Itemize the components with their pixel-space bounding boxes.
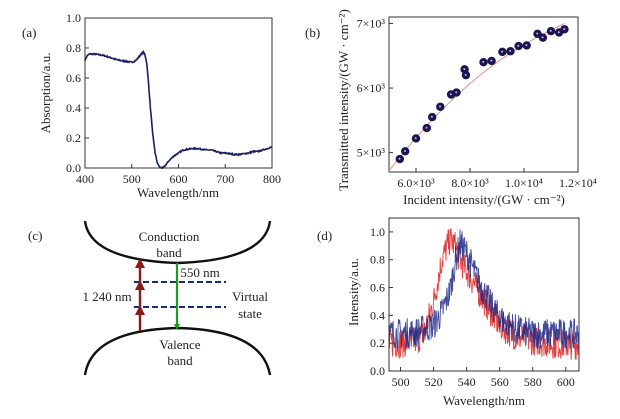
panel-a-xtick-label: 400 bbox=[76, 172, 94, 186]
panel-a-ytick-label: 0.4 bbox=[66, 101, 81, 115]
panel-d-ytick-label: 0.0 bbox=[370, 364, 385, 378]
data-point-highlight bbox=[455, 91, 458, 94]
panel-b-xlabel: Incident intensity/(GW · cm⁻²) bbox=[403, 192, 565, 207]
spectrum-blue-curve bbox=[388, 229, 580, 350]
panel-b-xtick-label: 8.0×10³ bbox=[451, 176, 489, 190]
panel-b-frame bbox=[388, 16, 579, 173]
conduction-band-label-line2: band bbox=[156, 245, 182, 260]
panel-b-label: (b) bbox=[305, 25, 320, 40]
panel-d-ytick-label: 0.6 bbox=[370, 281, 385, 295]
data-point-highlight bbox=[536, 32, 539, 35]
data-point-highlight bbox=[549, 29, 552, 32]
emission-arrow-head bbox=[174, 324, 180, 330]
emission-wavelength-label: 550 nm bbox=[180, 265, 219, 280]
data-point-highlight bbox=[482, 60, 485, 63]
panel-d-xtick-label: 520 bbox=[425, 375, 443, 389]
conduction-band-label-line1: Conduction bbox=[139, 229, 200, 244]
data-point-highlight bbox=[501, 50, 504, 53]
data-point-highlight bbox=[398, 157, 401, 160]
panel-a-ytick-label: 0.8 bbox=[66, 41, 81, 55]
data-point-highlight bbox=[449, 93, 452, 96]
data-point-highlight bbox=[430, 115, 433, 118]
excitation-arrows bbox=[135, 258, 145, 331]
data-point-highlight bbox=[563, 27, 566, 30]
data-point-highlight bbox=[509, 49, 512, 52]
panel-c: (c) Conduction band Valence band Virtual… bbox=[28, 220, 272, 376]
panel-d-xtick-label: 600 bbox=[557, 375, 575, 389]
data-point-highlight bbox=[463, 68, 466, 71]
panel-a-frame bbox=[84, 17, 273, 169]
panel-d-xtick-label: 540 bbox=[458, 375, 476, 389]
panel-b-ytick-label: 6×10³ bbox=[357, 81, 386, 95]
data-point-highlight bbox=[414, 137, 417, 140]
panel-d-label: (d) bbox=[317, 228, 332, 243]
panel-a-ytick-label: 0.2 bbox=[66, 131, 81, 145]
data-point-highlight bbox=[425, 126, 428, 129]
panel-a-ylabel: Absorption/a.u. bbox=[38, 53, 53, 134]
data-point-highlight bbox=[525, 44, 528, 47]
panel-b-xtick-label: 6.0×10³ bbox=[397, 176, 435, 190]
photon-arrow-head-2 bbox=[135, 280, 145, 290]
data-point-highlight bbox=[517, 44, 520, 47]
data-point-highlight bbox=[464, 73, 467, 76]
panel-d-ytick-label: 0.4 bbox=[370, 308, 385, 322]
panel-d: (d) 500 520 540 560 580 600 0.0 0.2 0.4 0.6 0.8 1.0… bbox=[317, 217, 580, 408]
panel-d-ylabel: Intensity/a.u. bbox=[346, 258, 361, 326]
panel-d-xlabel: Wavelength/nm bbox=[443, 393, 525, 408]
panel-b-ytick-label: 5×10³ bbox=[357, 146, 386, 160]
data-point-highlight bbox=[541, 36, 544, 39]
panel-d-ytick-label: 1.0 bbox=[370, 225, 385, 239]
panel-b-xtick-label: 1.0×10⁴ bbox=[505, 176, 543, 190]
panel-a-xtick-label: 500 bbox=[123, 172, 141, 186]
data-point-highlight bbox=[490, 59, 493, 62]
panel-a-label: (a) bbox=[22, 25, 36, 40]
panel-c-label: (c) bbox=[28, 228, 42, 243]
panel-d-ytick-label: 0.8 bbox=[370, 253, 385, 267]
panel-d-xtick-label: 560 bbox=[491, 375, 509, 389]
valence-band-label-line2: band bbox=[167, 353, 193, 368]
data-point-highlight bbox=[557, 31, 560, 34]
panel-a-ytick-label: 1.0 bbox=[66, 11, 81, 25]
photon-arrow-head-3 bbox=[135, 258, 145, 268]
panel-a: (a) 400 500 600 700 800 0.0 0.2 0.4 0.6 0.8 1.0 Wa… bbox=[22, 11, 281, 200]
panel-d-frame bbox=[388, 217, 580, 372]
panel-a-xlabel: Wavelength/nm bbox=[137, 185, 219, 200]
virtual-state-label-line2: state bbox=[238, 306, 262, 321]
absorption-curve bbox=[84, 49, 273, 169]
data-point-highlight bbox=[403, 150, 406, 153]
panel-d-xtick-label: 580 bbox=[524, 375, 542, 389]
panel-d-xtick-label: 500 bbox=[392, 375, 410, 389]
panel-a-xtick-label: 600 bbox=[170, 172, 188, 186]
panel-a-ytick-label: 0.0 bbox=[66, 161, 81, 175]
virtual-state-label-line1: Virtual bbox=[232, 289, 268, 304]
fit-curve bbox=[388, 23, 565, 172]
excitation-wavelength-label: 1 240 nm bbox=[82, 289, 131, 304]
panel-b: (b) 6.0×10³ 8.0×10³ 1.0×10⁴ 1.2×10⁴ 5×10³ 6×1… bbox=[305, 9, 597, 207]
panel-b-ylabel: Transmitted intensity/(GW · cm⁻²) bbox=[336, 9, 351, 191]
data-point-highlight bbox=[439, 105, 441, 108]
photon-arrow-head-1 bbox=[135, 305, 145, 315]
panel-a-xtick-label: 700 bbox=[216, 172, 234, 186]
panel-a-ytick-label: 0.6 bbox=[66, 71, 81, 85]
panel-b-ytick-label: 7×10³ bbox=[357, 16, 386, 30]
valence-band-label-line1: Valence bbox=[159, 337, 200, 352]
panel-a-xtick-label: 800 bbox=[263, 172, 281, 186]
emission-arrow bbox=[174, 263, 180, 330]
panel-d-ytick-label: 0.2 bbox=[370, 336, 385, 350]
panel-b-xtick-label: 1.2×10⁴ bbox=[559, 176, 597, 190]
